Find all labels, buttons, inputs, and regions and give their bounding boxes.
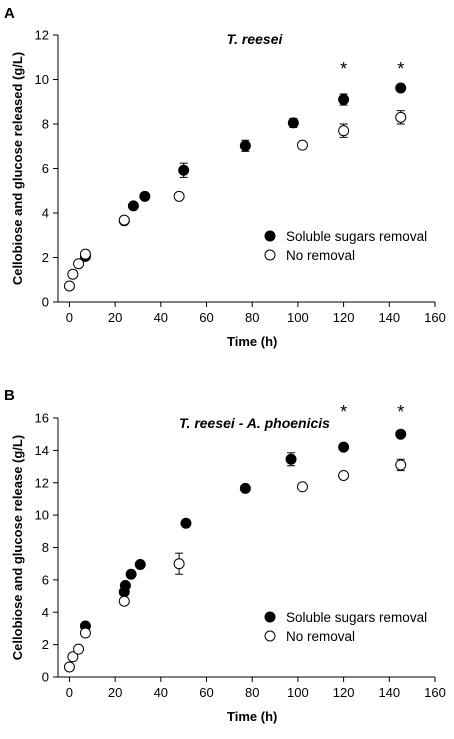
x-tick-label: 0 <box>66 310 73 325</box>
data-point-soluble-sugars-removal <box>287 117 299 129</box>
data-point-no-removal <box>67 268 79 280</box>
data-point-no-removal <box>118 214 130 226</box>
y-tick-label: 12 <box>35 475 49 490</box>
y-tick-label: 8 <box>42 117 49 132</box>
x-tick-label: 120 <box>333 685 355 700</box>
y-tick-label: 4 <box>42 605 49 620</box>
x-tick-label: 60 <box>199 685 213 700</box>
legend-marker <box>264 611 276 623</box>
x-tick-label: 100 <box>287 310 309 325</box>
y-tick-label: 14 <box>35 443 49 458</box>
legend-label: Soluble sugars removal <box>286 610 427 625</box>
data-point-soluble-sugars-removal <box>285 453 297 465</box>
significance-star: * <box>397 59 404 79</box>
data-point-soluble-sugars-removal <box>395 428 407 440</box>
x-tick-label: 0 <box>66 685 73 700</box>
data-point-soluble-sugars-removal <box>338 441 350 453</box>
significance-star: * <box>397 402 404 422</box>
data-point-soluble-sugars-removal <box>180 517 192 529</box>
data-point-soluble-sugars-removal <box>127 200 139 212</box>
x-tick-label: 120 <box>333 310 355 325</box>
panel-letter: A <box>4 5 15 22</box>
data-point-no-removal <box>118 595 130 607</box>
y-tick-label: 10 <box>35 508 49 523</box>
y-tick-label: 0 <box>42 670 49 685</box>
y-tick-label: 0 <box>42 295 49 310</box>
x-tick-label: 60 <box>199 310 213 325</box>
data-point-no-removal <box>173 558 185 570</box>
data-point-soluble-sugars-removal <box>125 568 137 580</box>
x-tick-label: 40 <box>154 685 168 700</box>
x-axis-title: Time (h) <box>227 709 277 724</box>
x-tick-label: 100 <box>287 685 309 700</box>
data-point-no-removal <box>63 661 75 673</box>
y-tick-label: 16 <box>35 411 49 426</box>
y-tick-label: 10 <box>35 72 49 87</box>
x-tick-label: 80 <box>245 310 259 325</box>
data-point-no-removal <box>395 111 407 123</box>
data-point-no-removal <box>296 139 308 151</box>
x-tick-label: 140 <box>378 310 400 325</box>
x-tick-label: 20 <box>108 685 122 700</box>
legend-marker <box>264 630 276 642</box>
data-point-no-removal <box>73 258 85 270</box>
panel-letter: B <box>4 387 15 404</box>
legend-marker <box>264 249 276 261</box>
x-tick-label: 140 <box>378 685 400 700</box>
data-point-no-removal <box>296 481 308 493</box>
data-point-soluble-sugars-removal <box>239 482 251 494</box>
data-point-soluble-sugars-removal <box>139 190 151 202</box>
chart-title: T. reesei <box>227 31 284 47</box>
y-tick-label: 6 <box>42 572 49 587</box>
x-tick-label: 20 <box>108 310 122 325</box>
y-tick-label: 6 <box>42 161 49 176</box>
data-point-no-removal <box>67 651 79 663</box>
x-tick-label: 80 <box>245 685 259 700</box>
data-point-no-removal <box>338 469 350 481</box>
legend-marker <box>264 230 276 242</box>
y-tick-label: 8 <box>42 540 49 555</box>
data-point-no-removal <box>63 280 75 292</box>
x-tick-label: 40 <box>154 310 168 325</box>
x-tick-label: 160 <box>424 310 446 325</box>
data-point-no-removal <box>79 248 91 260</box>
y-axis-title: Cellobiose and glucose released (g/L) <box>10 52 25 285</box>
data-point-soluble-sugars-removal <box>134 558 146 570</box>
y-tick-label: 2 <box>42 637 49 652</box>
legend-label: Soluble sugars removal <box>286 229 427 244</box>
data-point-no-removal <box>173 190 185 202</box>
data-point-soluble-sugars-removal <box>395 82 407 94</box>
data-point-no-removal <box>79 627 91 639</box>
y-tick-label: 4 <box>42 206 49 221</box>
y-tick-label: 12 <box>35 28 49 43</box>
legend-label: No removal <box>286 629 355 644</box>
significance-star: * <box>340 402 347 422</box>
data-point-no-removal <box>395 459 407 471</box>
data-point-no-removal <box>338 125 350 137</box>
x-tick-label: 160 <box>424 685 446 700</box>
significance-star: * <box>340 59 347 79</box>
y-tick-label: 2 <box>42 250 49 265</box>
legend-label: No removal <box>286 248 355 263</box>
y-axis-title: Cellobiose and glucose release (g/L) <box>10 435 25 660</box>
data-point-no-removal <box>73 643 85 655</box>
data-point-soluble-sugars-removal <box>178 164 190 176</box>
data-point-soluble-sugars-removal <box>338 94 350 106</box>
data-point-soluble-sugars-removal <box>239 140 251 152</box>
chart-title: T. reesei - A. phoenicis <box>179 415 330 431</box>
x-axis-title: Time (h) <box>227 334 277 349</box>
data-point-soluble-sugars-removal <box>119 580 131 592</box>
